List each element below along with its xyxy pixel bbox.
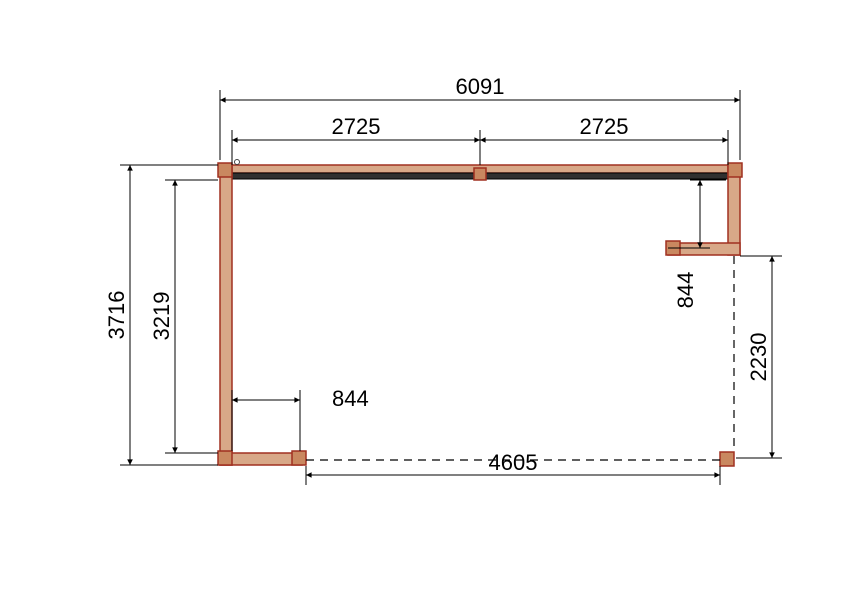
dim-right-2230-label: 2230 xyxy=(746,333,771,382)
dashed-outline xyxy=(306,256,734,460)
dim-bl-844-label: 844 xyxy=(332,386,369,411)
dim-bottom-span-label: 4605 xyxy=(489,450,538,475)
top-right-post xyxy=(728,163,742,177)
dim-left-outer-label: 3716 xyxy=(104,291,129,340)
dim-top-right-label: 2725 xyxy=(580,114,629,139)
structure xyxy=(218,160,742,467)
dimensions: 6091 2725 2725 3716 3219 844 4605 84 xyxy=(104,74,782,485)
bottom-right-post xyxy=(720,452,734,466)
bottom-left-post xyxy=(218,451,232,465)
top-left-post xyxy=(218,163,232,177)
dim-right-844-label: 844 xyxy=(673,272,698,309)
detail-circle xyxy=(235,160,240,165)
dim-top-left-label: 2725 xyxy=(332,114,381,139)
left-beam xyxy=(220,165,232,465)
dim-top-overall-label: 6091 xyxy=(456,74,505,99)
bottom-left-stub-post xyxy=(292,451,306,465)
dim-left-inner-label: 3219 xyxy=(149,292,174,341)
top-mid-post xyxy=(474,168,486,180)
right-beam-top xyxy=(728,165,740,255)
floor-plan-diagram: 6091 2725 2725 3716 3219 844 4605 84 xyxy=(0,0,848,600)
